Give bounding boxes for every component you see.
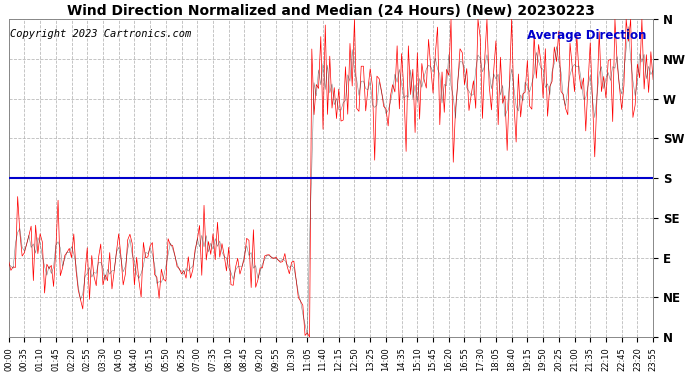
Text: Average Direction: Average Direction bbox=[527, 29, 647, 42]
Text: Copyright 2023 Cartronics.com: Copyright 2023 Cartronics.com bbox=[10, 29, 191, 39]
Title: Wind Direction Normalized and Median (24 Hours) (New) 20230223: Wind Direction Normalized and Median (24… bbox=[67, 4, 595, 18]
